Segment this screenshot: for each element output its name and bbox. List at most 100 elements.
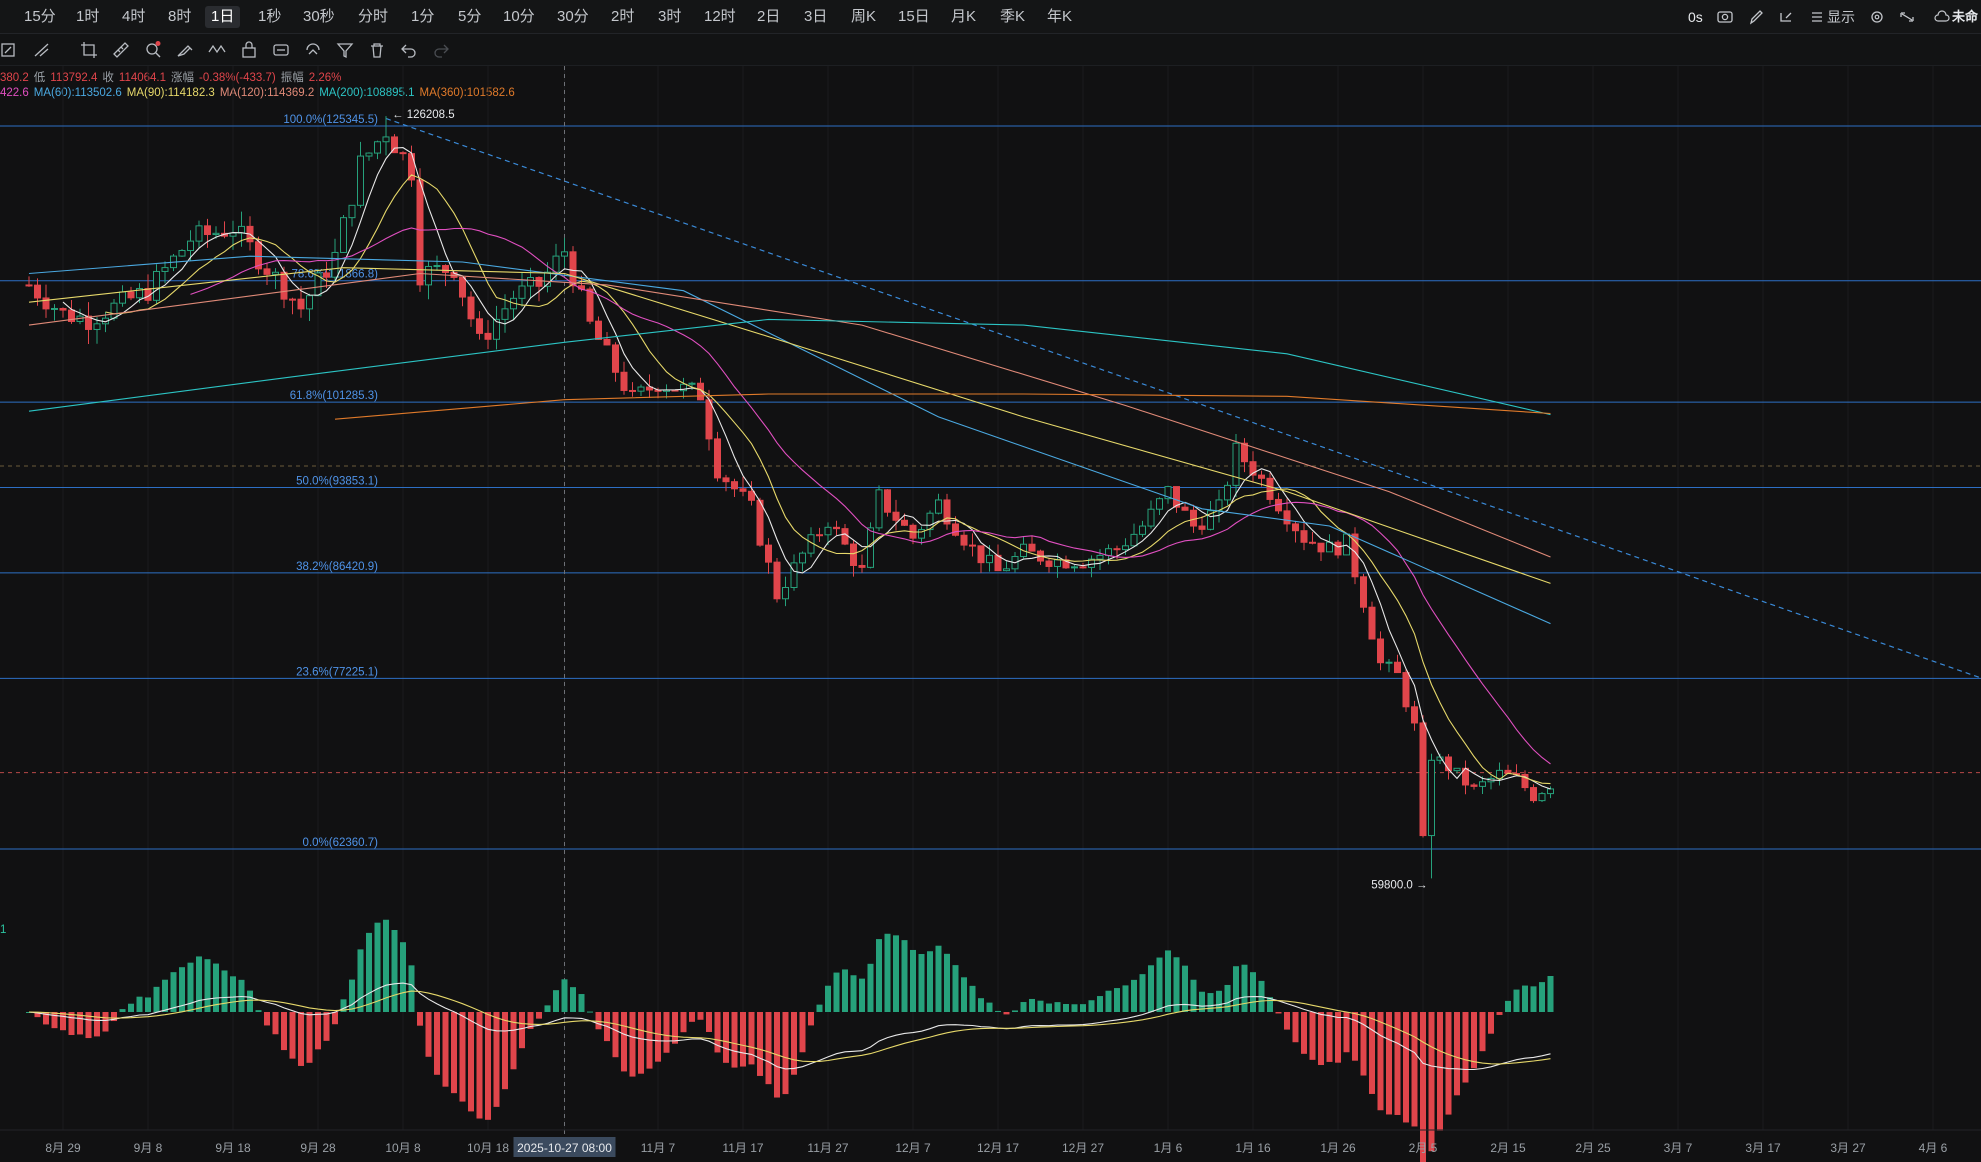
candlestick-chart[interactable]: 100.0%(125345.5)78.6%(111866.8)61.8%(101…	[0, 66, 1981, 1162]
macd-bar	[230, 976, 236, 1012]
candle-body	[799, 552, 806, 564]
macd-bar	[60, 1012, 66, 1031]
timeframe-3[interactable]: 8时	[168, 8, 192, 25]
display-settings-icon[interactable]	[1810, 0, 1824, 34]
candle-body	[850, 543, 857, 566]
macd-bar	[238, 979, 245, 1012]
macd-bar	[782, 1012, 789, 1095]
expand-icon[interactable]	[1899, 0, 1915, 34]
macd-bar	[808, 1012, 814, 1026]
macd-bar	[1437, 1012, 1443, 1131]
macd-bar	[1080, 1004, 1086, 1012]
macd-bar	[1420, 1012, 1426, 1162]
candle-body	[1530, 787, 1537, 802]
camera-icon[interactable]	[1717, 0, 1733, 34]
trend-line-tool-icon[interactable]	[32, 40, 52, 60]
fib-level-label: 0.0%(62360.7)	[303, 837, 379, 849]
candle-body	[476, 318, 483, 334]
timeframe-17[interactable]: 周K	[851, 8, 877, 25]
macd-bar	[153, 986, 160, 1012]
candle-body	[1283, 510, 1291, 525]
timeframe-11[interactable]: 30分	[557, 8, 589, 25]
macd-bar	[578, 994, 585, 1012]
timeframe-15[interactable]: 2日	[757, 8, 781, 25]
candle-body	[1334, 541, 1342, 556]
undo-icon[interactable]	[399, 40, 419, 60]
timeframe-4[interactable]: 1日	[205, 6, 241, 28]
candle-body	[323, 272, 330, 278]
crosshair-date-badge	[513, 1137, 616, 1157]
macd-bar	[510, 1012, 517, 1070]
filter-tool-icon[interactable]	[335, 40, 355, 60]
timeframe-16[interactable]: 3日	[804, 8, 828, 25]
candle-body	[178, 250, 186, 257]
timeframe-20[interactable]: 季K	[1000, 8, 1026, 25]
pattern-tool-icon[interactable]	[207, 40, 227, 60]
timeframe-5[interactable]: 1秒	[258, 8, 282, 25]
trash-icon[interactable]	[367, 40, 387, 60]
timeframe-1[interactable]: 1时	[76, 8, 100, 25]
macd-bar	[655, 1012, 661, 1062]
macd-bar	[332, 1012, 338, 1025]
brush-tool-icon[interactable]	[175, 40, 195, 60]
pen-icon[interactable]	[1748, 0, 1764, 34]
candle-body	[1105, 548, 1112, 556]
fullscreen-exit-icon[interactable]	[1778, 0, 1794, 34]
candle-body	[841, 528, 849, 545]
macd-bar	[272, 1012, 279, 1035]
macd-bar	[842, 969, 848, 1012]
timeframe-6[interactable]: 30秒	[303, 8, 335, 25]
candle-body	[1402, 672, 1410, 708]
macd-bar	[1071, 1004, 1078, 1012]
candle-body	[1232, 442, 1240, 486]
candle-body	[1147, 508, 1155, 527]
x-tick-label: 10月 18	[467, 1141, 509, 1155]
magnet-zoom-icon[interactable]	[143, 40, 163, 60]
x-tick-label: 3月 17	[1745, 1141, 1781, 1155]
timeframe-9[interactable]: 5分	[458, 8, 482, 25]
gear-icon[interactable]	[1869, 0, 1885, 34]
macd-bar	[536, 1012, 542, 1019]
candle-body	[1309, 541, 1316, 544]
macd-bar	[1182, 965, 1188, 1012]
macd-bar	[468, 1012, 474, 1112]
macd-bar	[714, 1012, 721, 1053]
trend-line	[385, 117, 1981, 679]
macd-bar	[68, 1012, 75, 1035]
macd-bar	[349, 979, 355, 1012]
candle-body	[629, 389, 636, 392]
timeframe-0[interactable]: 15分	[24, 8, 56, 25]
timeframe-8[interactable]: 1分	[411, 8, 435, 25]
eye-tool-icon[interactable]	[271, 40, 291, 60]
layout-name-label[interactable]: 未命	[1952, 9, 1979, 24]
candle-body	[212, 232, 220, 236]
macd-bar	[1326, 1012, 1333, 1062]
magnet-tool-icon[interactable]	[303, 40, 323, 60]
candle-body	[1317, 542, 1325, 553]
macd-bar	[1003, 1012, 1010, 1015]
candle-body	[1266, 477, 1274, 500]
timeframe-14[interactable]: 12时	[704, 8, 736, 25]
crosshair-tool-icon[interactable]	[0, 40, 20, 60]
timeframe-10[interactable]: 10分	[503, 8, 535, 25]
display-button[interactable]: 显示	[1827, 9, 1855, 25]
timeframe-19[interactable]: 月K	[951, 8, 977, 25]
cloud-icon[interactable]	[1934, 0, 1950, 34]
ruler-tool-icon[interactable]	[111, 40, 131, 60]
x-tick-label: 12月 17	[977, 1141, 1019, 1155]
crop-tool-icon[interactable]	[79, 40, 99, 60]
timeframe-18[interactable]: 15日	[898, 8, 930, 25]
macd-bar	[740, 1012, 746, 1067]
timeframe-13[interactable]: 3时	[658, 8, 682, 25]
timeframe-7[interactable]: 分时	[358, 8, 389, 25]
timeframe-2[interactable]: 4时	[122, 8, 146, 25]
candle-body	[34, 284, 41, 299]
candle-body	[280, 271, 288, 300]
price-annotation: 59800.0 →	[1371, 879, 1427, 891]
lock-tool-icon[interactable]	[239, 40, 259, 60]
timeframe-21[interactable]: 年K	[1047, 8, 1073, 25]
timeframe-12[interactable]: 2时	[611, 8, 635, 25]
candle-body	[544, 271, 551, 287]
macd-bar	[1267, 997, 1273, 1012]
macd-bar	[221, 970, 228, 1012]
